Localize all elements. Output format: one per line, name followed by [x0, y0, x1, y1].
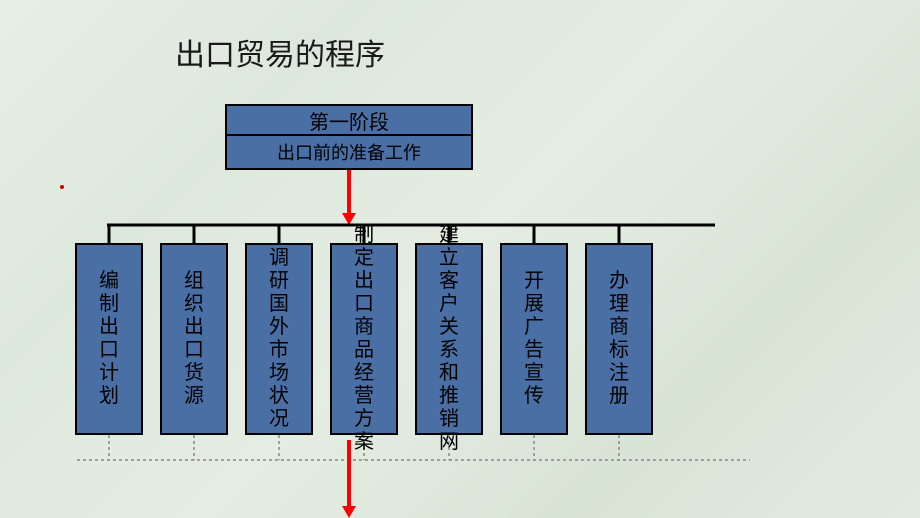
- diagram-title: 出口贸易的程序: [175, 30, 385, 74]
- child-box: 编制出口计划: [75, 243, 143, 435]
- stage-header-box: 第一阶段: [225, 104, 473, 136]
- child-box-label: 调研国外市场状况: [267, 247, 291, 431]
- stage-subtitle-box: 出口前的准备工作: [225, 136, 473, 170]
- child-box-label: 办理商标注册: [607, 270, 631, 408]
- stage-subtitle-text: 出口前的准备工作: [277, 139, 421, 165]
- child-box: 组织出口货源: [160, 243, 228, 435]
- child-box-label: 建立客户关系和推销网: [437, 224, 461, 454]
- child-box-label: 组织出口货源: [182, 270, 206, 408]
- child-box: 办理商标注册: [585, 243, 653, 435]
- decorative-dot: [60, 185, 64, 189]
- child-box-label: 开展广告宣传: [522, 270, 546, 408]
- child-box-label: 制定出口商品经营方案: [352, 224, 376, 454]
- child-box: 建立客户关系和推销网: [415, 243, 483, 435]
- stage-header-text: 第一阶段: [309, 106, 389, 135]
- child-box: 调研国外市场状况: [245, 243, 313, 435]
- child-box: 开展广告宣传: [500, 243, 568, 435]
- child-box: 制定出口商品经营方案: [330, 243, 398, 435]
- child-box-label: 编制出口计划: [97, 270, 121, 408]
